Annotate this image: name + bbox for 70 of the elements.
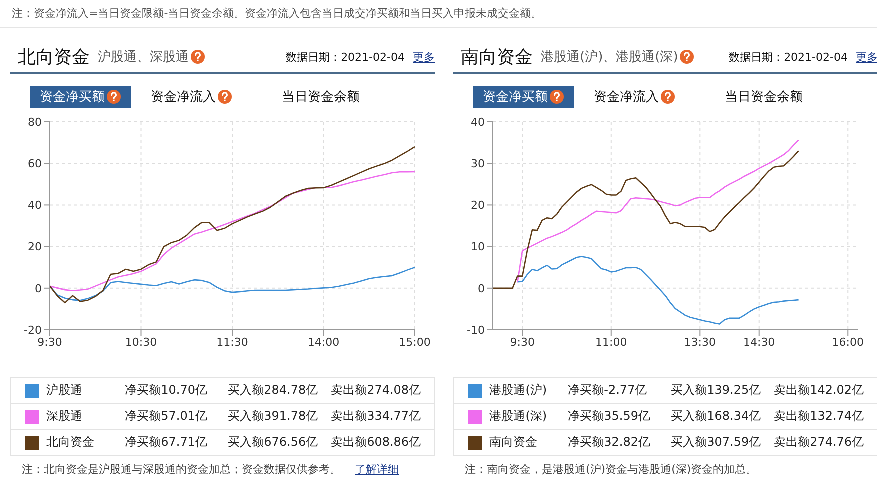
y-tick-label: 10	[471, 240, 485, 254]
y-tick-label: -10	[467, 324, 485, 337]
text: 净买额67.71亿	[125, 434, 209, 451]
text: 注：北向资金是沪股通与深股通的资金加总；资金数据仅供参考。	[22, 463, 341, 476]
legend-label: 港股通(深)	[490, 408, 548, 425]
x-tick-label: 14:30	[744, 336, 776, 349]
x-tick-label: 9:30	[38, 336, 62, 349]
text: 卖出额142.02亿	[774, 382, 866, 399]
text: 数据日期：2021-02-04	[286, 50, 405, 64]
text: 卖出额334.77亿	[331, 408, 422, 425]
text: 卖出额274.76亿	[774, 434, 866, 451]
text: 资金净流入	[150, 89, 217, 107]
legend-label: 港股通(沪)	[490, 382, 548, 399]
y-tick-label: 20	[28, 240, 42, 254]
line-series	[50, 266, 415, 302]
text: 注：资金净流入=当日资金限额-当日资金余额。资金净流入包含当日成交净买额和当日买入申报未成交金额。	[0, 0, 877, 28]
y-tick-label: 80	[28, 116, 42, 129]
text: 当日资金余额	[724, 89, 804, 107]
text: 卖出额608.86亿	[331, 434, 422, 451]
x-tick-label: 14:00	[308, 336, 340, 349]
legend-label: 沪股通	[46, 382, 84, 399]
legend-label: 北向资金	[46, 434, 96, 451]
text: 资金净买额	[473, 86, 574, 108]
y-tick-label: 40	[28, 199, 42, 212]
text: 净买额-2.77亿	[568, 382, 648, 399]
text: 买入额139.25亿	[671, 382, 762, 399]
text: 更多	[856, 50, 877, 64]
line-series	[517, 256, 800, 325]
text: 净买额10.70亿	[125, 382, 209, 399]
text: 数据日期：2021-02-04	[729, 50, 848, 64]
text: 卖出额274.08亿	[331, 382, 422, 399]
text: 资金净流入	[593, 89, 660, 107]
x-tick-label: 16:00	[832, 336, 864, 349]
x-tick-label: 11:00	[596, 336, 628, 349]
legend-label: 南向资金	[490, 434, 539, 451]
text: 买入额168.34亿	[671, 408, 762, 425]
line-series	[50, 171, 415, 292]
chart-subtitle: 沪股通、深股通	[98, 49, 189, 66]
text: 净买额32.82亿	[568, 434, 652, 451]
chart-title: 北向资金	[18, 46, 90, 69]
y-tick-label: 60	[28, 158, 42, 171]
text: 净买额35.59亿	[568, 408, 652, 425]
x-tick-label: 10:30	[125, 336, 158, 349]
x-tick-label: 9:30	[510, 336, 535, 349]
text: 买入额307.59亿	[671, 434, 762, 451]
y-tick-label: 0	[35, 282, 42, 296]
text: 买入额391.78亿	[228, 408, 320, 425]
line-series	[50, 146, 415, 304]
line-series	[517, 140, 800, 284]
x-tick-label: 13:30	[684, 336, 716, 349]
text: 卖出额132.74亿	[774, 408, 866, 425]
chart-subtitle: 港股通(沪)、港股通(深)	[541, 49, 678, 66]
text: 买入额676.56亿	[228, 434, 320, 451]
text: 注：南向资金，是港股通(沪)资金与港股通(深)资金的加总。	[465, 463, 758, 476]
legend-label: 深股通	[46, 408, 84, 425]
y-tick-label: 30	[471, 158, 485, 171]
y-tick-label: 0	[478, 282, 485, 296]
text: 净买额57.01亿	[125, 408, 209, 425]
x-tick-label: 15:00	[399, 336, 431, 349]
text: 当日资金余额	[281, 89, 361, 107]
text: 资金净买额	[30, 86, 131, 108]
line-series	[493, 150, 800, 290]
y-tick-label: 40	[471, 116, 485, 129]
text: 更多	[413, 50, 435, 64]
text: 买入额284.78亿	[228, 382, 320, 399]
chart-title: 南向资金	[461, 46, 533, 69]
x-tick-label: 11:30	[216, 336, 248, 349]
text: 了解详细	[355, 463, 399, 476]
y-tick-label: -20	[24, 324, 42, 337]
y-tick-label: 20	[471, 199, 485, 212]
